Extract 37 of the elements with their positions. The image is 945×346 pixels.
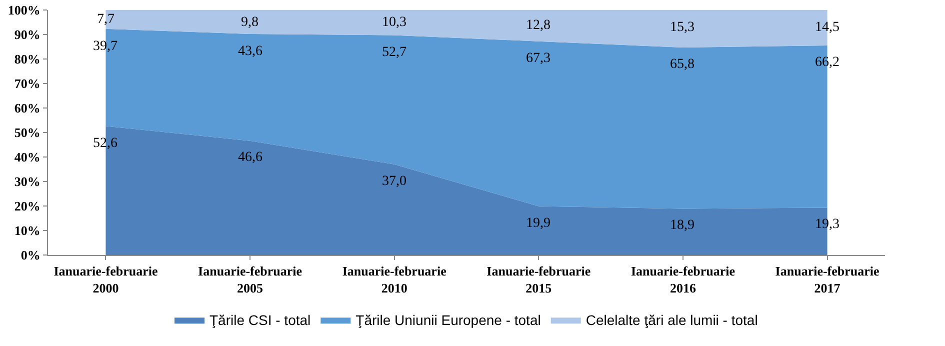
y-tick-label: 100% [8, 2, 40, 18]
data-label: 15,3 [670, 20, 694, 35]
x-tick-label: Ianuarie-februarie 2000 [54, 264, 158, 296]
data-label: 66,2 [815, 55, 840, 70]
data-label: 39,7 [93, 39, 118, 54]
y-tick-label: 30% [14, 174, 40, 190]
data-label: 18,9 [670, 218, 694, 233]
y-tick-label: 50% [14, 125, 40, 140]
y-tick-label: 40% [14, 150, 40, 165]
y-tick-label: 60% [14, 100, 40, 116]
legend-label: Ţările Uniunii Europene - total [356, 312, 541, 328]
legend-label: Ţările CSI - total [210, 312, 311, 328]
data-label: 10,3 [382, 15, 406, 30]
data-label: 7,7 [97, 12, 114, 27]
data-label: 52,7 [382, 45, 406, 60]
x-tick-label: Ianuarie-februarie 2010 [342, 264, 447, 296]
y-tick-label: 20% [14, 198, 40, 214]
data-label: 37,0 [382, 174, 406, 189]
data-label: 67,3 [526, 51, 550, 66]
legend-label: Celelalte ţări ale lumii - total [586, 312, 758, 328]
data-label: 12,8 [526, 18, 550, 33]
y-tick-label: 90% [14, 27, 40, 42]
y-tick-label: 80% [14, 52, 40, 67]
data-label: 19,9 [526, 216, 550, 231]
data-label: 43,6 [238, 44, 262, 59]
x-tick-label: Ianuarie-februarie 2017 [775, 264, 880, 296]
data-label: 46,6 [238, 150, 262, 165]
data-label: 9,8 [241, 15, 258, 30]
data-label: 14,5 [815, 20, 840, 35]
y-tick-label: 0% [20, 248, 40, 263]
y-tick-label: 70% [14, 76, 40, 92]
x-tick-label: Ianuarie-februarie 2005 [198, 264, 302, 296]
data-label: 65,8 [670, 57, 694, 72]
data-label: 19,3 [815, 217, 840, 232]
y-tick-label: 10% [14, 223, 40, 238]
x-tick-label: Ianuarie-februarie 2016 [630, 264, 736, 296]
x-tick-label: Ianuarie-februarie 2015 [486, 264, 591, 296]
